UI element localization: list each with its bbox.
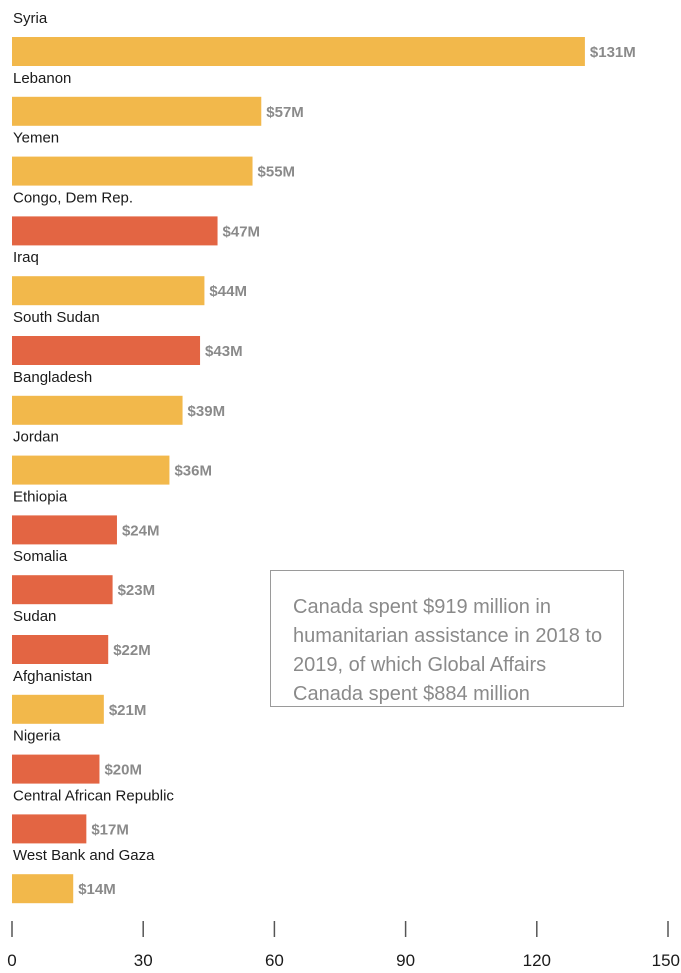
category-label: Central African Republic xyxy=(13,787,174,804)
value-label: $47M xyxy=(223,223,261,240)
value-label: $20M xyxy=(104,762,142,779)
value-label: $23M xyxy=(118,582,156,599)
category-label: Yemen xyxy=(13,130,59,147)
category-label: Lebanon xyxy=(13,70,71,87)
value-label: $43M xyxy=(205,343,243,360)
x-tick-label: 90 xyxy=(396,951,415,970)
bar xyxy=(12,156,253,186)
category-label: Congo, Dem Rep. xyxy=(13,189,133,206)
category-label: Iraq xyxy=(13,249,39,266)
category-label: Jordan xyxy=(13,429,59,446)
value-label: $24M xyxy=(122,522,160,539)
bar xyxy=(12,694,104,724)
value-label: $39M xyxy=(188,403,226,420)
bar xyxy=(12,336,201,365)
bar xyxy=(12,216,218,246)
value-label: $36M xyxy=(174,463,212,480)
category-label: Bangladesh xyxy=(13,369,92,386)
category-label: Ethiopia xyxy=(13,488,68,505)
category-label: West Bank and Gaza xyxy=(13,847,155,864)
bar xyxy=(12,96,262,126)
value-label: $57M xyxy=(266,104,304,121)
bar xyxy=(12,515,117,545)
x-tick-label: 60 xyxy=(265,951,284,970)
x-tick-label: 150 xyxy=(652,951,680,970)
bar xyxy=(12,395,183,425)
category-label: Afghanistan xyxy=(13,668,92,685)
bars-group: Syria $131M Lebanon $57M Yemen $55M Congo, Dem… xyxy=(12,10,636,904)
value-label: $55M xyxy=(258,164,296,181)
category-label: Nigeria xyxy=(13,728,61,745)
category-label: South Sudan xyxy=(13,309,100,326)
bar xyxy=(12,754,100,784)
category-label: Syria xyxy=(13,10,48,27)
bar xyxy=(12,575,113,605)
x-axis: 0 30 60 90 120 150 xyxy=(7,921,680,970)
bar xyxy=(12,874,74,904)
x-tick-label: 30 xyxy=(134,951,153,970)
value-label: $21M xyxy=(109,702,147,719)
value-label: $131M xyxy=(590,44,636,61)
value-label: $44M xyxy=(209,283,247,300)
value-label: $22M xyxy=(113,642,151,659)
bar xyxy=(12,455,170,485)
category-label: Sudan xyxy=(13,608,56,625)
category-label: Somalia xyxy=(13,548,68,565)
value-label: $14M xyxy=(78,881,116,898)
x-tick-label: 120 xyxy=(523,951,551,970)
annotation-box: Canada spent $919 million in humanitaria… xyxy=(270,570,624,707)
bar xyxy=(12,814,87,844)
bar xyxy=(12,276,205,306)
bar xyxy=(12,635,109,664)
value-label: $17M xyxy=(91,821,129,838)
bar xyxy=(12,37,585,66)
annotation-text: Canada spent $919 million in humanitaria… xyxy=(293,596,603,705)
x-tick-label: 0 xyxy=(7,951,16,970)
